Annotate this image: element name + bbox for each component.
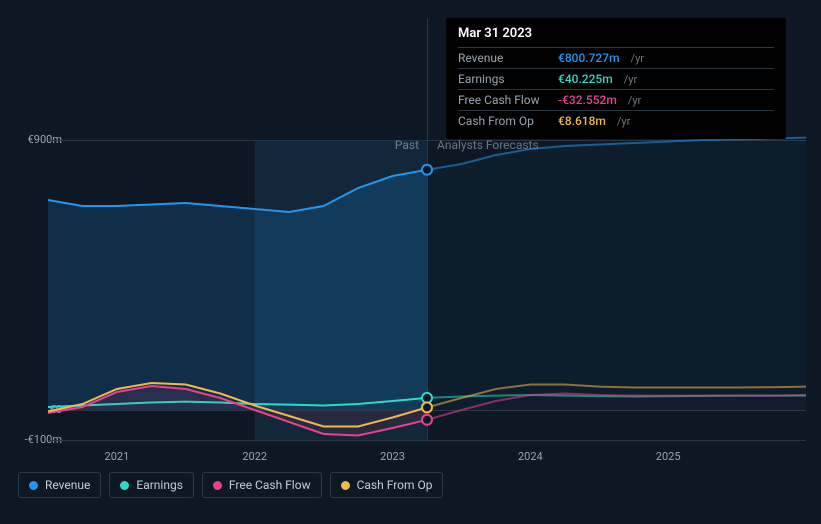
- legend-item-revenue[interactable]: Revenue: [18, 472, 101, 498]
- legend-dot-icon: [341, 481, 350, 490]
- legend-dot-icon: [29, 481, 38, 490]
- tooltip-row: Revenue €800.727m /yr: [458, 47, 774, 68]
- tooltip-row-value: -€32.552m: [558, 93, 617, 107]
- tooltip-row-value: €800.727m: [558, 51, 620, 65]
- tooltip-row-label: Cash From Op: [458, 114, 550, 128]
- tooltip-row-value: €8.618m: [558, 114, 606, 128]
- tooltip-row-value: €40.225m: [558, 72, 613, 86]
- legend-dot-icon: [120, 481, 129, 490]
- legend-item-fcf[interactable]: Free Cash Flow: [202, 472, 322, 498]
- legend-label: Earnings: [136, 478, 183, 492]
- tooltip-row-unit: /yr: [631, 52, 644, 65]
- chart-container: €900m €0 -€100m Past Analysts Forecasts …: [18, 18, 803, 506]
- x-tick-label: 2023: [380, 450, 405, 463]
- legend-item-cfo[interactable]: Cash From Op: [330, 472, 444, 498]
- legend-label: Free Cash Flow: [229, 478, 311, 492]
- legend-item-earnings[interactable]: Earnings: [109, 472, 194, 498]
- x-tick-label: 2022: [242, 450, 267, 463]
- tooltip-row-unit: /yr: [628, 94, 641, 107]
- tooltip-row: Free Cash Flow -€32.552m /yr: [458, 89, 774, 110]
- tooltip-title: Mar 31 2023: [458, 26, 774, 47]
- tooltip-row-label: Free Cash Flow: [458, 93, 550, 107]
- legend-label: Revenue: [45, 478, 90, 492]
- legend-label: Cash From Op: [357, 478, 433, 492]
- tooltip-row-label: Revenue: [458, 51, 550, 65]
- x-tick-label: 2024: [518, 450, 543, 463]
- x-tick-label: 2025: [656, 450, 681, 463]
- x-tick-label: 2021: [105, 450, 130, 463]
- tooltip-row: Earnings €40.225m /yr: [458, 68, 774, 89]
- tooltip-row: Cash From Op €8.618m /yr: [458, 110, 774, 131]
- tooltip-row-unit: /yr: [617, 115, 630, 128]
- legend-dot-icon: [213, 481, 222, 490]
- tooltip-row-label: Earnings: [458, 72, 550, 86]
- tooltip-row-unit: /yr: [624, 73, 637, 86]
- tooltip: Mar 31 2023 Revenue €800.727m /yr Earnin…: [446, 18, 786, 139]
- legend: Revenue Earnings Free Cash Flow Cash Fro…: [18, 472, 443, 498]
